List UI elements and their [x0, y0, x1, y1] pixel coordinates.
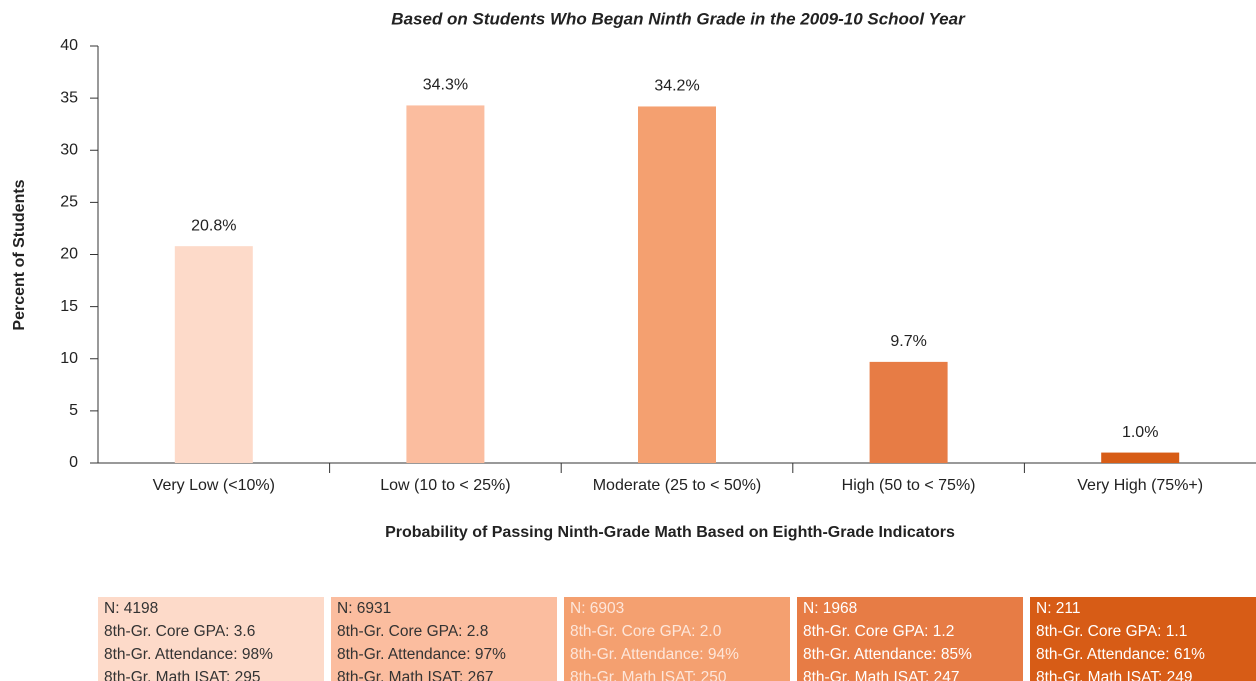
info-box-line: 8th-Gr. Math ISAT: 295: [104, 669, 261, 681]
x-tick-label: Moderate (25 to < 50%): [593, 477, 762, 494]
bar: [638, 106, 716, 463]
y-tick-label: 40: [60, 37, 78, 54]
info-box-line: 8th-Gr. Attendance: 97%: [337, 646, 506, 663]
y-tick-label: 25: [60, 194, 78, 211]
y-tick-label: 15: [60, 298, 78, 315]
x-tick-label: Very Low (<10%): [153, 477, 275, 494]
info-box: [797, 597, 1023, 681]
info-box-line: 8th-Gr. Core GPA: 1.2: [803, 623, 954, 640]
x-axis-label: Probability of Passing Ninth-Grade Math …: [385, 524, 955, 541]
info-box: [331, 597, 557, 681]
value-label: 34.3%: [423, 77, 468, 94]
value-label: 20.8%: [191, 217, 236, 234]
info-box-line: 8th-Gr. Core GPA: 2.0: [570, 623, 722, 640]
value-label: 1.0%: [1122, 424, 1158, 441]
info-box-line: N: 6903: [570, 600, 624, 617]
x-tick-label: Very High (75%+): [1077, 477, 1203, 494]
bar: [406, 105, 485, 464]
y-tick-label: 30: [60, 141, 78, 158]
chart-subtitle: Based on Students Who Began Ninth Grade …: [391, 9, 966, 28]
info-box: [1030, 597, 1256, 681]
bar: [869, 361, 948, 463]
value-label: 34.2%: [654, 78, 699, 95]
bar: [174, 246, 253, 463]
info-box-line: 8th-Gr. Core GPA: 1.1: [1036, 623, 1187, 640]
info-box-line: 8th-Gr. Math ISAT: 249: [1036, 669, 1193, 681]
x-tick-label: High (50 to < 75%): [842, 477, 976, 494]
info-box-line: 8th-Gr. Math ISAT: 247: [803, 669, 960, 681]
y-tick-label: 0: [69, 454, 78, 471]
info-box-line: N: 211: [1036, 600, 1081, 617]
info-box: [98, 597, 324, 681]
info-box-line: 8th-Gr. Math ISAT: 250: [570, 669, 727, 681]
value-label: 9.7%: [890, 333, 926, 350]
x-tick-label: Low (10 to < 25%): [380, 477, 510, 494]
info-box-line: N: 6931: [337, 600, 391, 617]
info-box: [564, 597, 790, 681]
y-tick-label: 5: [69, 402, 78, 419]
info-box-line: N: 4198: [104, 600, 158, 617]
info-box-line: 8th-Gr. Attendance: 85%: [803, 646, 972, 663]
info-box-line: N: 1968: [803, 600, 857, 617]
info-box-line: 8th-Gr. Attendance: 94%: [570, 646, 739, 663]
info-box-line: 8th-Gr. Attendance: 61%: [1036, 646, 1205, 663]
info-box-line: 8th-Gr. Core GPA: 2.8: [337, 623, 488, 640]
info-box-line: 8th-Gr. Math ISAT: 267: [337, 669, 494, 681]
info-box-line: 8th-Gr. Core GPA: 3.6: [104, 623, 255, 640]
y-tick-label: 20: [60, 246, 78, 263]
y-tick-label: 10: [60, 350, 78, 367]
bar: [1101, 452, 1180, 463]
y-tick-label: 35: [60, 89, 78, 106]
info-box-line: 8th-Gr. Attendance: 98%: [104, 646, 273, 663]
y-axis-label: Percent of Students: [11, 179, 28, 330]
